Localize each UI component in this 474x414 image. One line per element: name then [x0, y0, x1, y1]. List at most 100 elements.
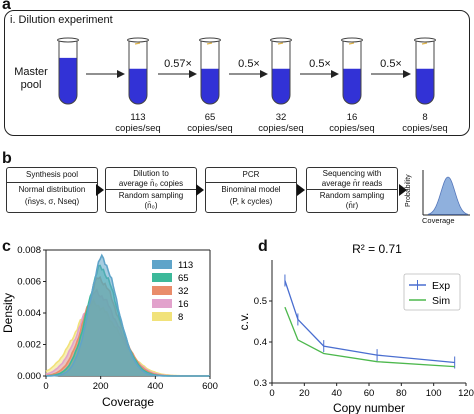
tube-16-rim [341, 37, 363, 43]
d-legend-label-Sim: Sim [432, 295, 450, 307]
flow-arrow-head-3 [297, 184, 305, 196]
dilution-factor-4: 0.5× [380, 58, 402, 70]
density-chart: 0 200 400 600 0.000 0.002 0.004 0.006 0.008 Cover… [1, 245, 218, 409]
tube-8-liquid [416, 68, 434, 104]
box2-bottom: (n̄₀) [144, 201, 158, 210]
c-legend-label-8: 8 [178, 312, 183, 323]
d-ylabel: c.v. [237, 313, 251, 331]
tube-65-liquid [201, 68, 219, 104]
tube-65-marker [206, 42, 213, 45]
c-ytick-label-0.004: 0.004 [17, 308, 41, 319]
c-legend-label-65: 65 [178, 273, 189, 284]
mini-probability-curve [427, 176, 469, 215]
tube-unit: copies/seq [329, 123, 375, 134]
box-synthesis-pool: Synthesis pool Normal distribution (n̄sy… [6, 167, 98, 213]
tube-copies: 16 [346, 112, 358, 123]
d-xtick-label-20: 20 [299, 388, 310, 399]
flow-arrow-head-2 [196, 184, 204, 196]
mini-plot-ylabel: Probability [405, 174, 412, 207]
box4-top2: average n̄r reads [321, 179, 383, 188]
tube-113 [127, 37, 149, 105]
c-legend-swatch-113 [152, 260, 172, 269]
box1-bottom: (n̄sys, σ, Nseq) [24, 197, 80, 206]
tube-8-marker [421, 42, 428, 45]
tube-label-32: 32 copies/seq [251, 112, 311, 134]
box2-top2: average n̄₀ copies [118, 179, 184, 188]
c-xtick-label-200: 200 [93, 381, 109, 392]
tube-32-glass [271, 40, 291, 105]
c-legend-swatch-16 [152, 299, 172, 308]
dilution-factor-3: 0.5× [309, 58, 331, 70]
tube-copies: 8 [422, 112, 428, 123]
d-title: R² = 0.71 [352, 242, 402, 256]
tube-label-8: 8 copies/seq [395, 112, 455, 134]
tube-32-liquid [272, 68, 290, 104]
master-tube-rim [57, 37, 79, 43]
tube-113-rim [127, 37, 149, 43]
d-ytick-label-0.3: 0.3 [254, 378, 267, 389]
tube-113-liquid [129, 68, 147, 104]
panel-a-graphics [57, 37, 436, 105]
master-label-line2: pool [20, 79, 42, 91]
box4-top: Sequencing with [322, 169, 382, 178]
panel-d-letter: d [258, 238, 268, 255]
panel-a-title: i. Dilution experiment [10, 14, 113, 26]
master-pool-label: Master pool [6, 66, 56, 92]
density-area-113 [46, 255, 210, 376]
tube-label-16: 16 copies/seq [322, 112, 382, 134]
tube-16 [341, 37, 363, 105]
tube-16-glass [342, 40, 362, 105]
c-legend-label-113: 113 [178, 260, 193, 271]
tube-copies: 113 [130, 112, 146, 123]
box4-bottom: (n̄r) [345, 201, 359, 210]
dilution-factor-1: 0.57× [164, 58, 192, 70]
d-ytick-label-0.4: 0.4 [254, 337, 267, 348]
master-tube [57, 37, 79, 105]
c-legend-swatch-32 [152, 286, 172, 295]
master-tube-glass [58, 40, 78, 105]
tube-113-glass [128, 40, 148, 105]
panel-b-letter: b [2, 150, 12, 167]
c-ylabel: Density [1, 293, 15, 333]
tube-8-glass [415, 40, 435, 105]
density-line-113 [45, 253, 210, 377]
d-xtick-label-0: 0 [269, 388, 274, 399]
c-xtick-label-400: 400 [147, 381, 163, 392]
d-xtick-label-80: 80 [396, 388, 407, 399]
tube-unit: copies/seq [402, 123, 448, 134]
box3-top: PCR [242, 170, 260, 179]
d-ytick-label-0.5: 0.5 [254, 296, 267, 307]
tube-copies: 65 [204, 112, 216, 123]
panel-a-letter: a [2, 0, 11, 13]
tube-16-marker [348, 42, 355, 45]
tube-copies: 32 [275, 112, 287, 123]
d-xtick-label-120: 120 [458, 388, 474, 399]
tube-unit: copies/seq [258, 123, 304, 134]
box2-top: Dilution to [133, 169, 169, 178]
d-xlabel: Copy number [333, 401, 405, 414]
tube-label-65: 65 copies/seq [180, 112, 240, 134]
tube-65-glass [200, 40, 220, 105]
flow-arrow-head-1 [96, 184, 104, 196]
d-xtick-label-40: 40 [331, 388, 342, 399]
c-ytick-label-0.000: 0.000 [17, 371, 41, 382]
box-sequencing: Sequencing with average n̄r reads Random… [306, 167, 398, 213]
tube-label-113: 113 copies/seq [108, 112, 168, 134]
d-xtick-label-60: 60 [364, 388, 375, 399]
c-legend-label-32: 32 [178, 286, 189, 297]
tube-113-marker [134, 42, 141, 45]
box3-mid: Binominal model [206, 182, 296, 197]
c-ytick-label-0.002: 0.002 [17, 340, 41, 351]
box1-mid: Normal distribution [7, 182, 97, 197]
cv-chart: R² = 0.71 0 20 40 60 80 100 120 0.3 0.4 0.5 Copy nu… [237, 242, 474, 414]
master-tube-liquid [59, 57, 77, 104]
tube-32-marker [277, 42, 284, 45]
tube-unit: copies/seq [187, 123, 233, 134]
d-xtick-label-100: 100 [426, 388, 442, 399]
c-legend-swatch-65 [152, 273, 172, 282]
tube-8-rim [414, 37, 436, 43]
box-pcr: PCR Binominal model (P, k cycles) [205, 167, 297, 213]
tube-8 [414, 37, 436, 105]
master-label-line1: Master [14, 66, 48, 78]
dilution-factor-2: 0.5× [238, 58, 260, 70]
